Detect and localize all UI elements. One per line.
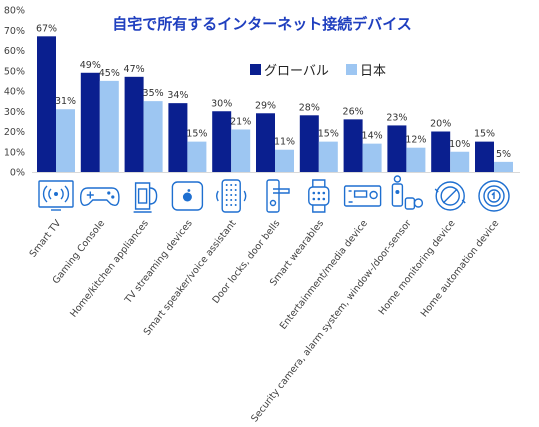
y-tick-label: 80% <box>4 6 25 17</box>
category-label: Entertainment/media device <box>278 218 370 332</box>
category-label: Home automation device <box>419 218 502 319</box>
bar-japan <box>406 147 426 172</box>
data-labels: 67% 31% 49%45% 47% 35% 34% 15% 30% 21% 29% 11% 28% 1… <box>36 23 511 160</box>
data-label-japan: 5% <box>496 149 511 160</box>
bar-japan <box>99 80 119 172</box>
y-tick-label: 10% <box>4 147 25 158</box>
gamepad-icon <box>79 187 120 207</box>
category-label: Home/kitchen appliances <box>68 218 151 320</box>
bar-global <box>431 131 451 172</box>
data-label-japan: 12% <box>405 135 426 146</box>
data-label-global: 23% <box>386 112 407 123</box>
category-icons <box>38 175 510 213</box>
bar-japan <box>318 141 338 172</box>
y-tick-label: 70% <box>4 26 25 37</box>
smart-tv-icon <box>38 180 74 211</box>
bar-japan <box>143 101 163 172</box>
data-label-global: 29% <box>255 100 276 111</box>
data-label-global: 49% <box>80 60 101 71</box>
bar-global <box>37 36 56 173</box>
legend: グローバル 日本 <box>250 64 386 79</box>
legend-swatch-global <box>250 64 261 75</box>
data-label-global: 28% <box>299 102 320 113</box>
category-label: Home monitoring device <box>377 218 458 317</box>
bar-global <box>168 103 188 172</box>
bar-japan <box>494 161 513 172</box>
data-label-japan: 45% <box>99 68 120 79</box>
legend-swatch-japan <box>346 64 357 75</box>
thermostat-icon <box>478 180 510 212</box>
y-tick-label: 0% <box>10 168 25 179</box>
data-label-japan: 14% <box>362 131 383 142</box>
data-label-japan: 11% <box>274 137 295 148</box>
kettle-icon <box>133 182 158 213</box>
door-lock-icon <box>266 179 290 213</box>
data-label-japan: 15% <box>318 129 339 140</box>
data-label-global: 15% <box>474 129 495 140</box>
data-label-japan: 21% <box>230 116 251 127</box>
y-tick-label: 50% <box>4 66 25 77</box>
bar-japan <box>56 109 75 172</box>
data-label-global: 67% <box>36 23 57 34</box>
data-label-global: 34% <box>167 90 188 101</box>
monitoring-icon <box>434 181 466 211</box>
category-label: Smart TV <box>28 218 64 260</box>
category-label: Security camera, alarm system, window-/d… <box>249 218 414 424</box>
y-tick-label: 60% <box>4 46 25 57</box>
data-label-japan: 31% <box>55 96 76 107</box>
bar-global <box>299 115 319 172</box>
data-label-japan: 15% <box>186 129 207 140</box>
y-tick-label: 30% <box>4 107 25 118</box>
bars <box>37 36 513 173</box>
data-label-global: 47% <box>124 64 145 75</box>
legend-label-global: グローバル <box>264 64 329 79</box>
bar-global <box>212 111 232 172</box>
bar-global <box>343 119 363 172</box>
bar-japan <box>450 151 470 172</box>
y-tick-label: 40% <box>4 87 25 98</box>
legend-label-japan: 日本 <box>360 64 386 79</box>
bar-global <box>387 125 407 172</box>
chart-title: 自宅で所有するインターネット接続デバイス <box>112 15 412 33</box>
bar-japan <box>275 149 294 172</box>
category-label: Smart speaker/voice assistant <box>142 218 239 338</box>
bar-japan <box>187 141 207 172</box>
data-label-global: 30% <box>211 98 232 109</box>
bar-japan <box>362 143 382 172</box>
data-label-global: 26% <box>343 106 364 117</box>
y-tick-label: 20% <box>4 127 25 138</box>
security-camera-icon <box>391 175 424 210</box>
bar-global <box>80 72 100 172</box>
streaming-box-icon <box>171 181 204 211</box>
bar-japan <box>231 129 251 172</box>
data-label-japan: 10% <box>449 139 470 150</box>
bar-global <box>475 141 494 172</box>
smart-speaker-icon <box>216 179 247 213</box>
data-label-global: 20% <box>430 119 451 130</box>
bar-global <box>124 76 144 172</box>
data-label-japan: 35% <box>143 88 164 99</box>
smartwatch-icon <box>308 179 330 213</box>
y-axis: 0% 10% 20% 30% 40% 50% 60% 70% 80% <box>4 6 520 179</box>
bar-global <box>256 113 275 172</box>
media-receiver-icon <box>343 185 382 207</box>
